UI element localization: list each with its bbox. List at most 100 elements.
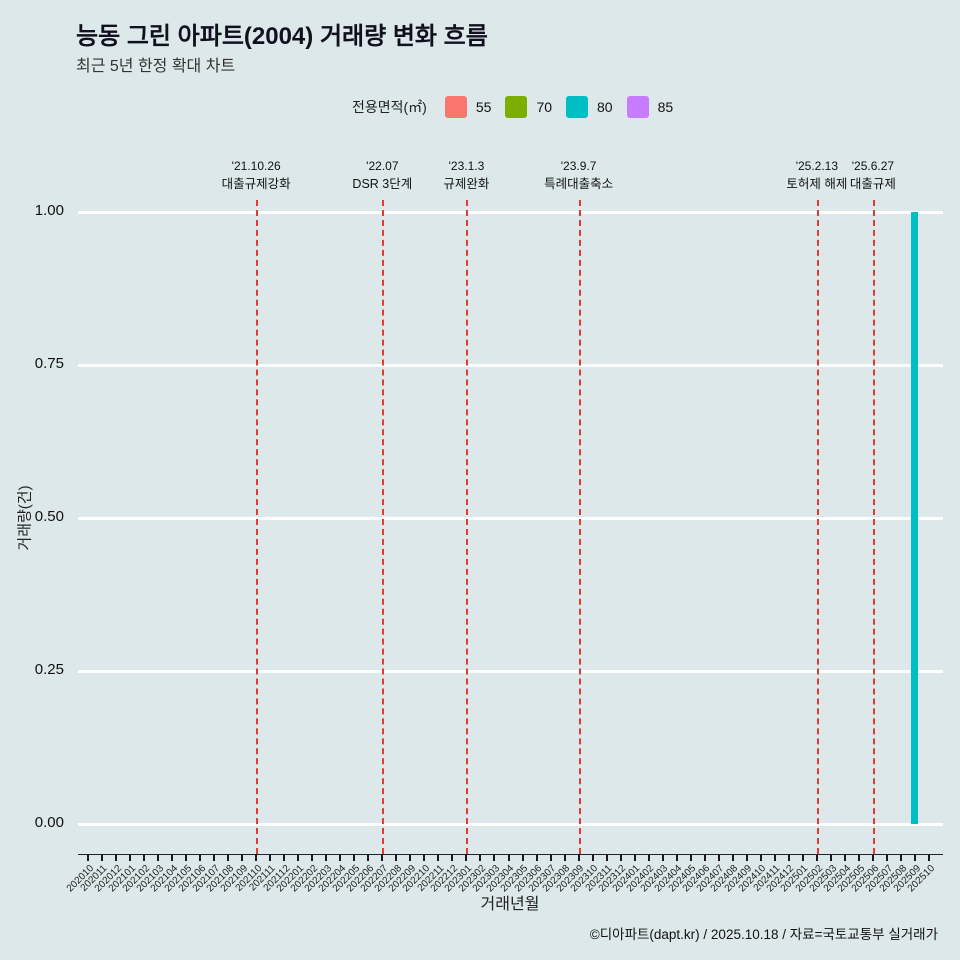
- x-tick-mark: [199, 854, 202, 861]
- plot-area: '21.10.26 대출규제강화 '22.07 DSR 3단계 '23.1.3 규제완화 '…: [64, 159, 943, 894]
- x-tick-mark: [675, 854, 678, 861]
- x-tick-mark: [255, 854, 258, 861]
- annotation-date: '25.6.27: [851, 159, 895, 173]
- gridline: [78, 516, 943, 520]
- x-tick-mark: [605, 854, 608, 861]
- annotation-date: '21.10.26: [231, 159, 281, 173]
- x-axis-title: 거래년월: [480, 896, 540, 913]
- x-tick-mark: [717, 854, 720, 861]
- x-tick-mark: [619, 854, 622, 861]
- annotation-text: '23.1.3 규제완화: [443, 158, 489, 193]
- x-tick-mark: [437, 854, 440, 861]
- chart-subtitle: 최근 5년 한정 확대 차트: [76, 58, 236, 75]
- annotation-line: [382, 200, 385, 854]
- annotation-line: [872, 200, 875, 854]
- footer-credit: ©디아파트(dapt.kr) / 2025.10.18 / 자료=국토교통부 실…: [589, 927, 938, 942]
- legend-swatch: [444, 96, 467, 118]
- legend-swatch: [505, 96, 528, 118]
- x-tick-mark: [381, 854, 384, 861]
- annotation-date: '25.2.13: [795, 159, 839, 173]
- x-tick-mark: [241, 854, 244, 861]
- gridline: [78, 210, 943, 214]
- x-tick-mark: [745, 854, 748, 861]
- annotation-text: '25.2.13 토허제 해제: [786, 158, 847, 193]
- x-tick-mark: [549, 854, 552, 861]
- annotation-line: [466, 200, 469, 854]
- annotation-label: 토허제 해제: [786, 177, 848, 191]
- x-tick-mark: [101, 854, 104, 861]
- x-tick-mark: [367, 854, 370, 861]
- x-tick-mark: [479, 854, 482, 861]
- bar-80: [911, 212, 919, 824]
- x-tick-mark: [773, 854, 776, 861]
- y-tick-label: 0.75: [34, 355, 64, 372]
- annotation-text: '25.6.27 대출규제: [850, 158, 896, 193]
- annotation-text: '22.07 DSR 3단계: [352, 158, 412, 193]
- legend-item: 55: [444, 96, 491, 118]
- x-tick-mark: [395, 854, 398, 861]
- x-tick-mark: [157, 854, 160, 861]
- annotation-line: [816, 200, 819, 854]
- y-tick-label: 0.50: [34, 508, 64, 525]
- x-tick-mark: [871, 854, 874, 861]
- x-tick-mark: [339, 854, 342, 861]
- x-tick-mark: [283, 854, 286, 861]
- x-tick-mark: [311, 854, 314, 861]
- annotation-label: 대출규제: [849, 177, 896, 191]
- y-tick-label: 0.25: [34, 661, 64, 678]
- annotation-label: 규제완화: [443, 177, 490, 191]
- annotation-label: 특례대출축소: [544, 177, 614, 191]
- legend-item: 80: [566, 96, 613, 118]
- x-tick-mark: [465, 854, 468, 861]
- legend-item: 70: [505, 96, 552, 118]
- annotation-line: [578, 200, 581, 854]
- x-tick-mark: [591, 854, 594, 861]
- annotation-date: '23.1.3: [448, 159, 485, 173]
- annotation-text: '23.9.7 특례대출축소: [544, 158, 613, 193]
- legend-swatch: [626, 96, 649, 118]
- x-tick-mark: [928, 854, 930, 861]
- x-tick-mark: [787, 854, 790, 861]
- x-tick-mark: [731, 854, 734, 861]
- annotation-label: DSR 3단계: [352, 177, 413, 191]
- x-tick-mark: [801, 854, 804, 861]
- x-tick-mark: [633, 854, 636, 861]
- gridline: [78, 822, 943, 826]
- legend-item: 85: [626, 96, 673, 118]
- x-tick-mark: [143, 854, 146, 861]
- annotation-date: '23.9.7: [560, 159, 597, 173]
- x-tick-mark: [269, 854, 272, 861]
- x-tick-mark: [689, 854, 692, 861]
- legend-items: 55 70 80 85: [431, 96, 673, 118]
- x-tick-mark: [297, 854, 300, 861]
- x-tick-mark: [759, 854, 762, 861]
- annotation-text: '21.10.26 대출규제강화: [222, 158, 291, 193]
- x-tick-mark: [647, 854, 650, 861]
- legend-item-label: 70: [536, 99, 553, 115]
- x-tick-mark: [213, 854, 216, 861]
- x-tick-mark: [703, 854, 706, 861]
- x-tick-mark: [521, 854, 524, 861]
- y-tick-label: 1.00: [34, 202, 64, 219]
- legend-title: 전용면적(㎡): [352, 99, 427, 115]
- annotation-date: '22.07: [366, 159, 399, 173]
- x-tick-mark: [913, 854, 916, 861]
- x-tick-mark: [577, 854, 580, 861]
- x-tick-mark: [843, 854, 846, 861]
- x-tick-mark: [451, 854, 454, 861]
- x-tick-mark: [563, 854, 566, 861]
- legend-swatch: [566, 96, 589, 118]
- legend: 전용면적(㎡) 55 70 80 85: [352, 96, 673, 118]
- chart-title: 능동 그린 아파트(2004) 거래량 변화 흐름: [76, 23, 488, 50]
- gridline: [78, 669, 943, 673]
- x-tick-mark: [815, 854, 818, 861]
- x-tick-mark: [353, 854, 356, 861]
- x-tick-mark: [885, 854, 888, 861]
- x-tick-mark: [507, 854, 510, 861]
- x-tick-mark: [171, 854, 174, 861]
- x-tick-mark: [535, 854, 538, 861]
- x-tick-mark: [899, 854, 902, 861]
- y-tick-label: 0.00: [34, 814, 64, 831]
- x-tick-mark: [857, 854, 860, 861]
